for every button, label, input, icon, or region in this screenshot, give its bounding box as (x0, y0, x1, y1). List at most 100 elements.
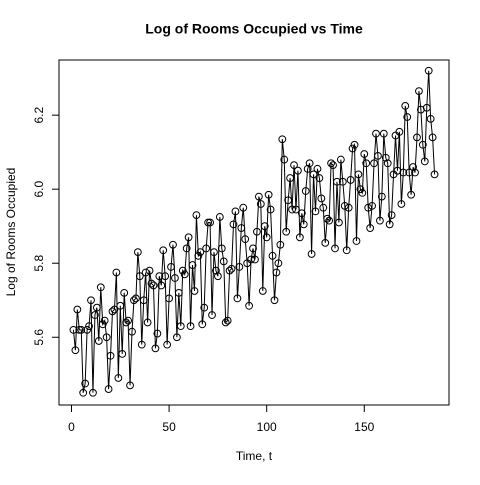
point (354, 170, 363, 179)
point (368, 201, 376, 210)
point (227, 264, 236, 273)
point (157, 281, 166, 290)
point (165, 294, 173, 303)
point (180, 270, 189, 279)
chart-title: Log of Rooms Occupied vs Time (145, 21, 363, 37)
point (213, 272, 222, 281)
point (208, 311, 216, 319)
point (258, 287, 267, 295)
point (167, 263, 175, 271)
point (241, 235, 250, 244)
point (370, 159, 378, 168)
point (225, 266, 234, 275)
point (377, 192, 386, 201)
point (192, 211, 201, 220)
point (96, 283, 105, 292)
point (132, 294, 140, 303)
point (381, 153, 390, 162)
point (340, 201, 349, 210)
point (292, 205, 300, 214)
point (79, 388, 88, 397)
point (274, 259, 283, 268)
point (94, 337, 103, 345)
point (126, 381, 134, 390)
point (149, 281, 158, 290)
point (262, 233, 271, 242)
point (254, 192, 263, 201)
point (178, 266, 187, 275)
point (295, 233, 304, 242)
point (198, 320, 207, 329)
point (159, 246, 168, 255)
point (217, 244, 226, 253)
point (415, 87, 423, 95)
point (352, 237, 361, 245)
point (202, 244, 211, 253)
point (358, 188, 367, 197)
point (133, 248, 142, 257)
point (219, 257, 228, 266)
point (91, 311, 99, 319)
point (75, 325, 84, 334)
point (313, 164, 322, 173)
point (315, 174, 324, 182)
point (215, 213, 224, 221)
point (73, 305, 82, 314)
point (403, 113, 412, 121)
point (270, 296, 279, 305)
point (112, 268, 121, 277)
point (284, 196, 293, 205)
point (100, 316, 109, 325)
point (237, 224, 246, 232)
point (413, 133, 421, 142)
point (309, 170, 318, 179)
point (71, 346, 80, 355)
point (364, 203, 373, 212)
point (372, 129, 380, 138)
point (229, 220, 238, 229)
point (350, 140, 359, 149)
point (155, 272, 164, 281)
point (253, 227, 261, 236)
point (114, 374, 123, 382)
point (348, 144, 357, 153)
point (307, 250, 316, 258)
point (342, 246, 351, 255)
point (174, 288, 183, 297)
point (335, 218, 343, 227)
point (233, 294, 242, 303)
point (139, 296, 148, 305)
point (153, 329, 162, 338)
x-tick-label: 50 (162, 420, 176, 434)
point (116, 301, 125, 310)
point (169, 240, 177, 249)
y-tick-label: 6.2 (32, 106, 46, 123)
point (286, 174, 295, 182)
point (247, 255, 255, 264)
point (338, 177, 347, 186)
point (223, 316, 232, 325)
point (128, 327, 136, 336)
point (411, 168, 419, 177)
point (376, 216, 384, 225)
point (407, 190, 416, 199)
point (120, 288, 129, 297)
point (98, 320, 107, 329)
point (327, 159, 336, 168)
point (317, 194, 326, 203)
point (143, 318, 152, 327)
point (102, 333, 111, 342)
point (184, 233, 193, 242)
point (245, 301, 254, 310)
x-tick-label: 100 (257, 420, 277, 434)
point (108, 307, 117, 316)
point (319, 203, 328, 212)
point (141, 268, 150, 277)
point (188, 261, 197, 269)
point (92, 303, 101, 312)
point (430, 170, 439, 179)
point (420, 157, 429, 166)
point (278, 135, 287, 144)
y-axis-label: Log of Rooms Occupied (4, 168, 18, 297)
point (190, 287, 199, 295)
